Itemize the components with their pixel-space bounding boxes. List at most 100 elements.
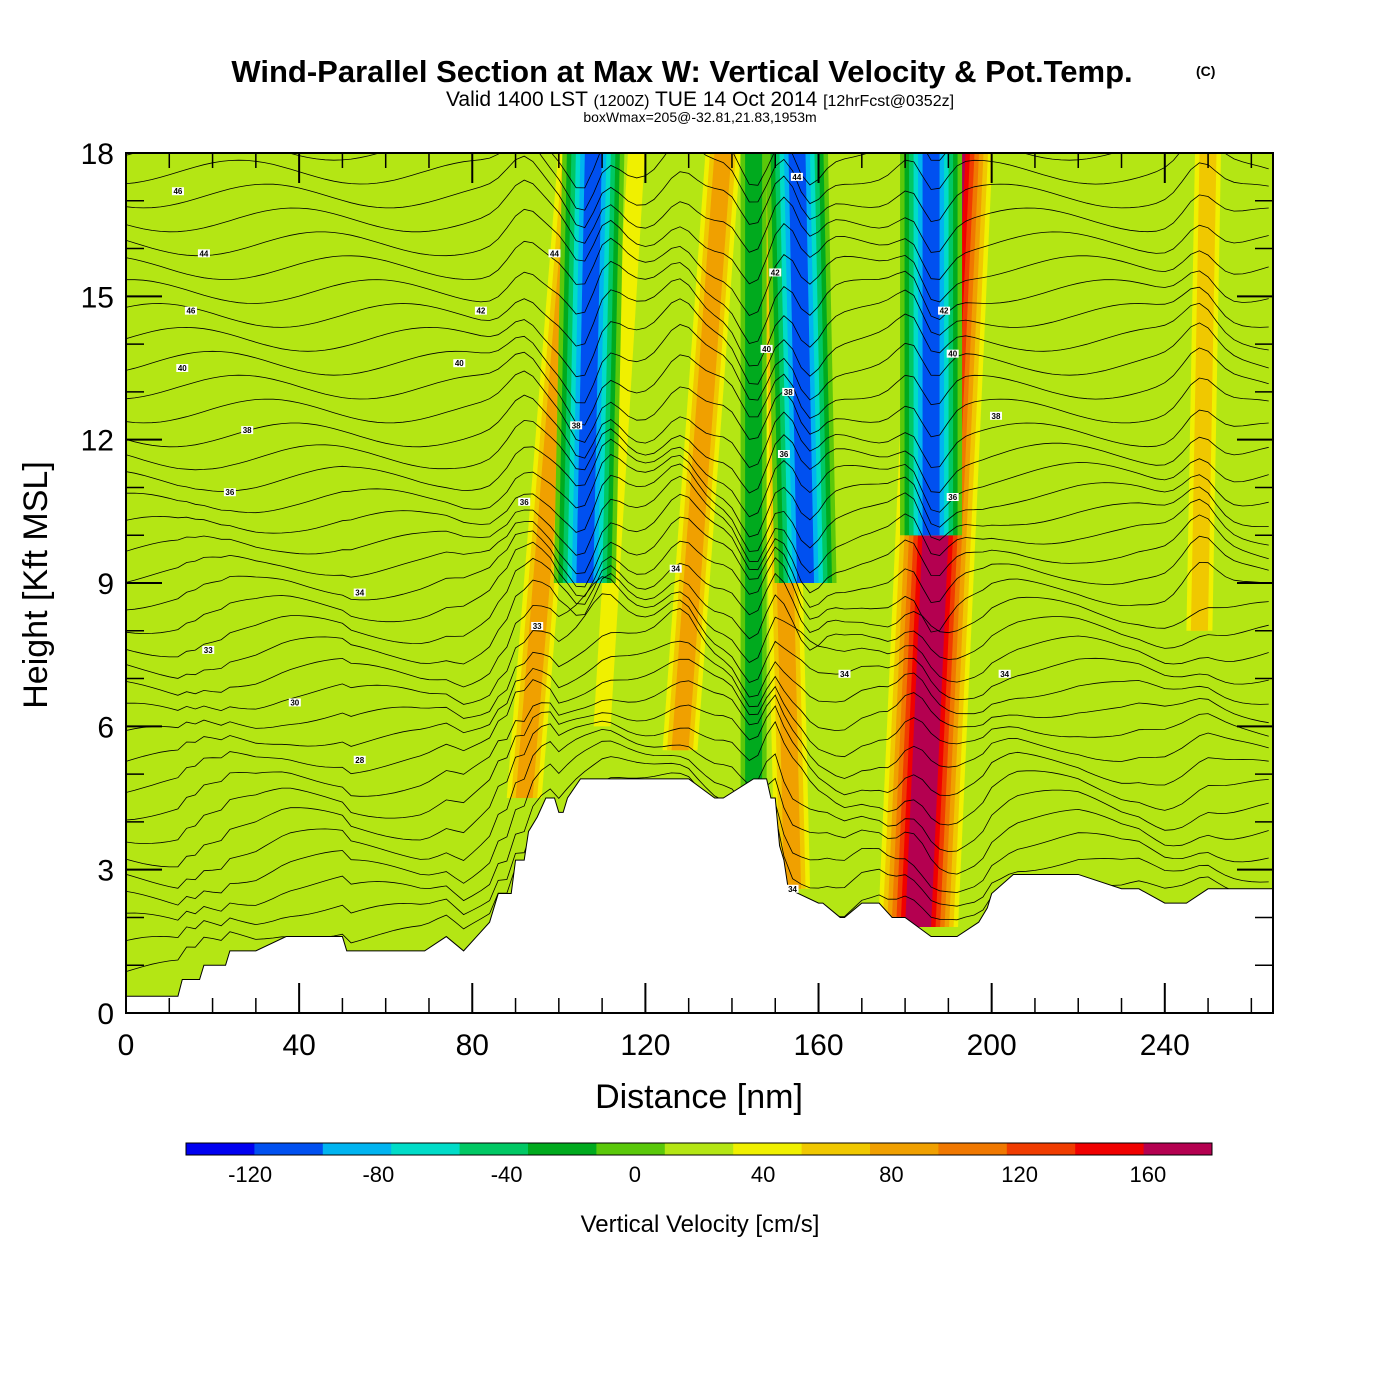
y-tick-label: 9 xyxy=(97,568,114,601)
contour-label: 34 xyxy=(788,885,797,894)
theta-contour-line xyxy=(126,740,1269,906)
contour-label: 36 xyxy=(520,498,529,507)
contour-label-bg xyxy=(989,411,1002,420)
colorbar-swatch xyxy=(664,1143,734,1155)
theta-contour-line xyxy=(126,370,1269,443)
theta-contour-line xyxy=(126,576,1269,696)
x-tick-label: 160 xyxy=(793,1029,843,1062)
valid-prefix: Valid 1400 LST xyxy=(446,88,588,111)
theta-contour-line xyxy=(126,155,1269,229)
colorbar-swatch xyxy=(870,1143,939,1155)
contour-label-bg xyxy=(769,268,782,277)
contour-label: 38 xyxy=(243,426,252,435)
contour-label: 40 xyxy=(455,359,464,368)
contour-label: 42 xyxy=(771,268,780,277)
colorbar-swatch xyxy=(733,1143,803,1155)
theta-contour-line xyxy=(126,237,1269,316)
colorbar-tick-label: -40 xyxy=(491,1162,523,1187)
theta-contour-line xyxy=(126,475,1269,574)
colorbar-tick-label: 80 xyxy=(879,1162,903,1187)
x-tick-label: 80 xyxy=(456,1029,489,1062)
x-tick-label: 240 xyxy=(1140,1029,1190,1062)
x-axis: 0 40 80 120 160 200 240 xyxy=(118,153,1253,1062)
contour-label: 33 xyxy=(204,646,213,655)
contour-label: 44 xyxy=(199,249,208,258)
contour-label-bg xyxy=(938,306,951,315)
contour-label-bg xyxy=(790,172,803,181)
x-tick-label: 0 xyxy=(118,1029,135,1062)
contour-label-bg xyxy=(570,421,583,430)
x-tick-label: 200 xyxy=(967,1029,1017,1062)
theta-contour-line xyxy=(126,463,1269,552)
colorbar-swatch xyxy=(391,1143,461,1155)
colorbar-swatch xyxy=(938,1143,1008,1155)
theta-contour-line xyxy=(126,756,1269,921)
colorbar-tick-label: 160 xyxy=(1130,1162,1167,1187)
contour-label-bg xyxy=(760,344,773,353)
contour-label-bg xyxy=(548,249,561,258)
contour-label-bg xyxy=(453,359,466,368)
contour-label: 38 xyxy=(992,412,1001,421)
contour-label-bg xyxy=(176,364,189,372)
y-tick-label: 3 xyxy=(97,855,114,888)
x-tick-label: 120 xyxy=(620,1029,670,1062)
theta-contour-line xyxy=(126,260,1269,344)
valid-date: TUE 14 Oct 2014 xyxy=(655,88,818,111)
colorbar-tick-label: 120 xyxy=(1001,1162,1038,1187)
contour-label: 40 xyxy=(948,350,957,359)
contour-label-bg xyxy=(171,187,184,196)
updraft-band xyxy=(671,153,732,751)
chart-subtitle: Valid 1400 LST (1200Z) TUE 14 Oct 2014 [… xyxy=(446,88,954,111)
contour-label: 44 xyxy=(792,173,801,182)
colorbar-swatch xyxy=(801,1143,871,1155)
contour-label-bg xyxy=(782,387,795,396)
downdraft-band xyxy=(745,153,763,846)
contour-label: 36 xyxy=(948,493,957,502)
theta-contour-line xyxy=(126,516,1269,611)
theta-contour-line xyxy=(126,728,1269,889)
contour-label-bg xyxy=(202,645,215,654)
contour-label-bg xyxy=(838,669,851,678)
updraft-band xyxy=(1190,153,1217,631)
theta-contour-line xyxy=(126,278,1269,367)
colorbar-title: Vertical Velocity [cm/s] xyxy=(581,1211,820,1238)
contour-label: 34 xyxy=(355,589,364,598)
contour-label-bg xyxy=(531,622,544,630)
contour-label: 46 xyxy=(173,187,182,196)
theta-contour-line xyxy=(126,347,1269,426)
contour-label: 33 xyxy=(533,622,542,631)
theta-contour-line xyxy=(126,680,1269,821)
chart-title: Wind-Parallel Section at Max W: Vertical… xyxy=(231,54,1132,89)
theta-contour-line xyxy=(126,298,1269,385)
contour-label: 40 xyxy=(762,345,771,354)
contour-label: 46 xyxy=(186,307,195,316)
colorbar-tick-label: 40 xyxy=(751,1162,775,1187)
theta-contour-line xyxy=(126,640,1269,762)
contour-label: 34 xyxy=(840,670,849,679)
theta-contour-line xyxy=(126,557,1269,658)
contour-label-bg xyxy=(786,884,799,893)
colorbar: -120 -80 -40 0 40 80 120 160 xyxy=(185,1142,1213,1187)
contour-label-bg xyxy=(184,306,197,315)
theta-contour-line xyxy=(126,658,1269,793)
contour-label-bg xyxy=(518,497,531,506)
x-axis-label: Distance [nm] xyxy=(595,1078,803,1116)
contour-label-bg xyxy=(998,669,1011,678)
colorbar-swatch xyxy=(322,1143,392,1155)
forecast-info: [12hrFcst@0352z] xyxy=(823,93,954,110)
contour-label: 36 xyxy=(779,450,788,459)
theta-contour-line xyxy=(126,540,1269,635)
contour-label-bg xyxy=(669,564,682,573)
theta-contour-line xyxy=(126,153,1269,211)
theta-contour-line xyxy=(126,704,1269,845)
contour-label-bg xyxy=(777,450,790,458)
contour-label-bg xyxy=(353,588,366,597)
y-axis-label: Height [Kft MSL] xyxy=(17,461,55,709)
contour-label: 30 xyxy=(290,698,299,707)
contour-label-bg xyxy=(946,493,959,501)
theta-contour-line xyxy=(126,593,1269,712)
contour-label-bg xyxy=(474,306,487,315)
y-tick-label: 6 xyxy=(97,711,114,744)
contour-label: 44 xyxy=(550,249,559,258)
